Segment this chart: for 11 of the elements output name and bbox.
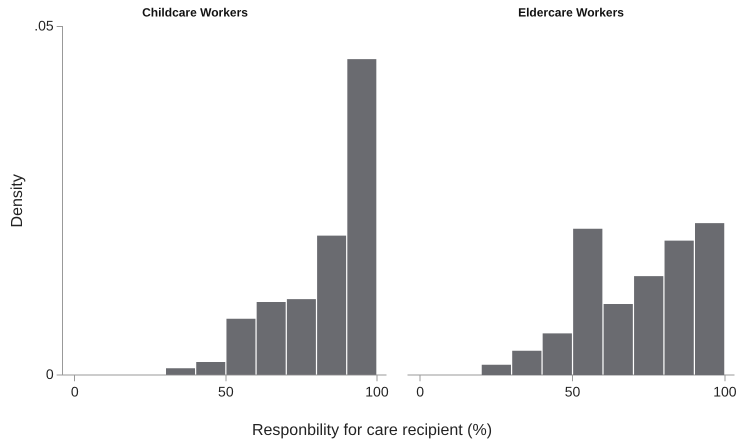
y-tick-label: .05: [34, 17, 54, 34]
chart-title: Eldercare Workers: [518, 6, 624, 20]
x-tick-label: 0: [70, 383, 79, 400]
x-tick-label: 100: [713, 383, 737, 400]
x-tick-label: 0: [416, 383, 424, 400]
y-axis-title: Density: [9, 174, 26, 228]
x-tick-label: 50: [218, 383, 234, 400]
x-axis-title: Responbility for care recipient (%): [250, 422, 494, 440]
x-tick-label: 100: [365, 383, 389, 400]
chart-title: Childcare Workers: [142, 6, 248, 20]
x-tick-label: 50: [564, 383, 581, 400]
